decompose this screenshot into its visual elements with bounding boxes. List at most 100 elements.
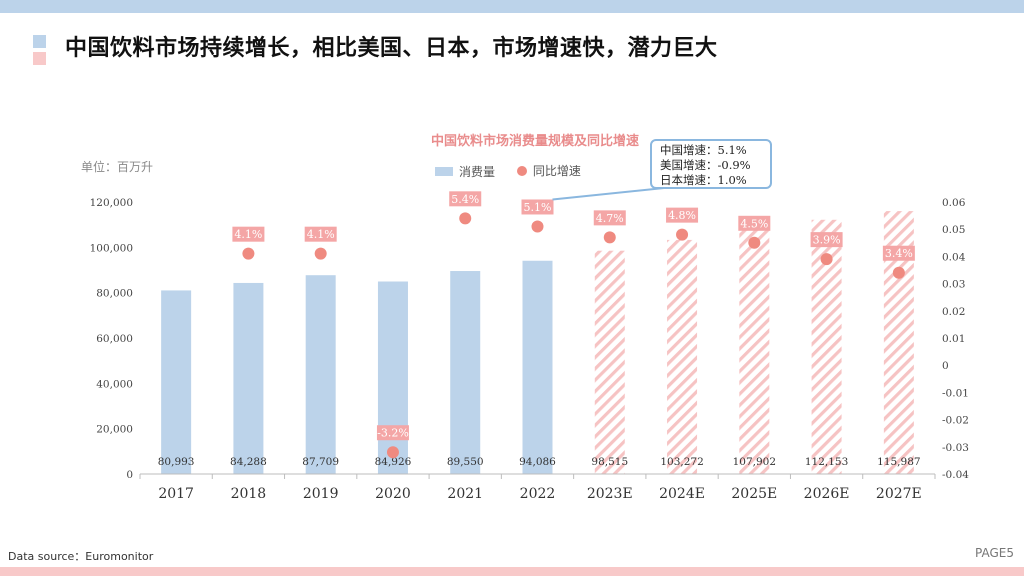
legend-label-growth: 同比增速 [532, 164, 581, 178]
bar-value-label: 89,550 [447, 456, 484, 468]
y-right-tick-label: -0.02 [942, 415, 969, 427]
growth-dot [748, 236, 761, 249]
title-marker-blue [33, 35, 46, 48]
title-marker-pink [33, 52, 46, 65]
volume-bar [305, 275, 336, 474]
growth-label-box [666, 207, 699, 223]
page-title: 中国饮料市场持续增长，相比美国、日本，市场增速快，潜力巨大 [65, 36, 718, 61]
growth-label: 4.8% [668, 209, 696, 222]
growth-label: 3.9% [813, 234, 841, 247]
bar-value-label: 107,902 [733, 456, 776, 468]
legend-item-growth: 同比增速 [516, 162, 581, 179]
growth-label-box [304, 226, 337, 242]
bottom-accent-band [0, 567, 1024, 576]
legend-label-volume: 消费量 [459, 164, 496, 179]
growth-dot [603, 231, 616, 244]
bar-value-label: 87,709 [302, 456, 339, 468]
bar-value-label: 84,926 [375, 456, 412, 468]
growth-label: 5.1% [524, 201, 552, 214]
volume-bar [522, 260, 553, 474]
forecast-bar [594, 250, 625, 474]
unit-label: 单位：百万升 [81, 160, 154, 174]
growth-dot [386, 446, 399, 459]
top-accent-band [0, 0, 1024, 13]
growth-dot [314, 247, 327, 260]
volume-bar [450, 271, 481, 474]
growth-label: 3.4% [885, 247, 913, 260]
y-left-tick-label: 80,000 [96, 288, 133, 300]
volume-bar [233, 282, 264, 474]
growth-label: 4.5% [740, 217, 768, 230]
y-right-tick-label: -0.04 [942, 469, 969, 481]
y-left-tick-label: 40,000 [96, 378, 133, 390]
growth-label: 4.1% [307, 228, 335, 241]
x-tick-label: 2023E [587, 486, 633, 502]
legend-item-volume: 消费量 [435, 163, 495, 180]
bar-value-label: 103,272 [660, 456, 703, 468]
y-right-tick-label: 0.03 [942, 279, 965, 291]
growth-label: 5.4% [451, 193, 479, 206]
bar-value-label: 112,153 [805, 456, 848, 468]
growth-label-box [521, 199, 554, 215]
chart-legend: 消费量 同比增速 [435, 162, 599, 180]
y-left-tick-label: 0 [126, 469, 133, 481]
page-number: PAGE5 [975, 546, 1014, 560]
callout-pointer [552, 187, 665, 201]
x-tick-label: 2018 [231, 486, 267, 502]
growth-label: 4.1% [234, 228, 262, 241]
y-left-tick-label: 120,000 [90, 197, 133, 209]
growth-dot [676, 228, 689, 241]
chart-title: 中国饮料市场消费量规模及同比增速 [430, 134, 639, 149]
y-right-tick-label: 0.04 [942, 251, 966, 263]
callout-line-china: 中国增速：5.1% [660, 143, 747, 157]
growth-comparison-callout: 中国增速：5.1% 美国增速：-0.9% 日本增速：1.0% [650, 139, 772, 189]
growth-dot [892, 266, 905, 279]
bar-value-label: 84,288 [230, 456, 267, 468]
forecast-bar [667, 239, 698, 474]
forecast-bar [739, 229, 770, 474]
growth-label-box [738, 215, 771, 231]
x-tick-label: 2020 [375, 486, 411, 502]
growth-label-box [232, 226, 265, 242]
y-right-tick-label: -0.03 [942, 442, 969, 454]
growth-label-box [449, 191, 482, 207]
x-tick-label: 2019 [303, 486, 339, 502]
y-right-tick-label: 0.05 [942, 224, 965, 236]
bar-value-label: 98,515 [591, 456, 628, 468]
y-right-tick-label: 0.06 [942, 197, 966, 209]
volume-bar [377, 281, 408, 474]
growth-label-box [376, 425, 409, 441]
growth-label: 4.7% [596, 212, 624, 225]
y-left-tick-label: 100,000 [90, 242, 133, 254]
legend-dot-swatch [516, 165, 527, 176]
x-tick-label: 2017 [158, 486, 194, 502]
y-right-tick-label: 0 [942, 360, 949, 372]
data-source: Data source：Euromonitor [8, 550, 154, 563]
x-tick-label: 2026E [804, 486, 850, 502]
x-tick-label: 2022 [520, 486, 556, 502]
growth-dot [242, 247, 255, 260]
x-tick-label: 2021 [447, 486, 483, 502]
y-left-tick-label: 60,000 [96, 333, 133, 345]
growth-dot [459, 212, 472, 225]
growth-label-box [593, 210, 626, 226]
growth-label-box [882, 245, 915, 261]
growth-label-box [810, 232, 843, 248]
callout-line-us: 美国增速：-0.9% [660, 158, 751, 172]
bar-value-label: 94,086 [519, 456, 556, 468]
growth-label: -3.2% [377, 427, 409, 440]
growth-dot [820, 253, 833, 266]
bar-value-label: 80,993 [158, 456, 195, 468]
legend-bar-swatch [435, 166, 453, 176]
growth-dot [531, 220, 544, 233]
x-tick-label: 2024E [659, 486, 705, 502]
callout-line-japan: 日本增速：1.0% [660, 173, 747, 187]
y-right-tick-label: -0.01 [942, 387, 969, 399]
y-right-tick-label: 0.02 [942, 306, 965, 318]
bar-value-label: 115,987 [877, 456, 920, 468]
x-tick-label: 2025E [731, 486, 777, 502]
volume-bar [161, 290, 192, 474]
x-tick-label: 2027E [876, 486, 922, 502]
y-left-tick-label: 20,000 [96, 424, 133, 436]
